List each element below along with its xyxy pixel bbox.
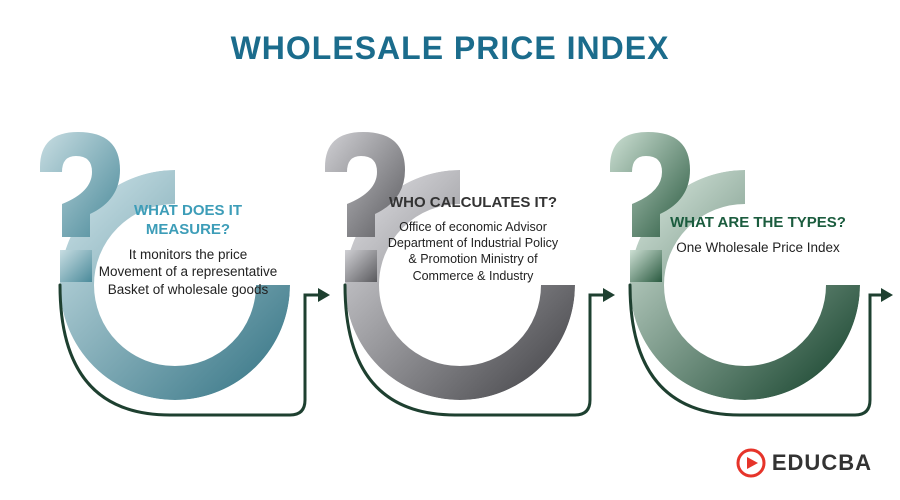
info-cell-2: WHO CALCULATES IT? Office of economic Ad… — [305, 140, 585, 420]
content-3: WHAT ARE THE TYPES? One Wholesale Price … — [668, 214, 848, 256]
logo-text: EDUCBA — [772, 450, 872, 476]
heading-1: WHAT DOES IT MEASURE? — [98, 202, 278, 240]
body-3: One Wholesale Price Index — [668, 239, 848, 257]
logo-icon — [736, 448, 766, 478]
heading-2: WHO CALCULATES IT? — [383, 194, 563, 213]
body-2: Office of economic Advisor Department of… — [383, 219, 563, 284]
info-cell-1: WHAT DOES IT MEASURE? It monitors the pr… — [20, 140, 300, 420]
content-1: WHAT DOES IT MEASURE? It monitors the pr… — [98, 202, 278, 298]
content-2: WHO CALCULATES IT? Office of economic Ad… — [383, 194, 563, 284]
page-title: WHOLESALE PRICE INDEX — [0, 0, 900, 67]
info-row: WHAT DOES IT MEASURE? It monitors the pr… — [0, 140, 900, 440]
brand-logo: EDUCBA — [736, 448, 872, 478]
info-cell-3: WHAT ARE THE TYPES? One Wholesale Price … — [590, 140, 870, 420]
body-1: It monitors the price Movement of a repr… — [98, 246, 278, 299]
question-mark-icon-3 — [590, 122, 700, 292]
heading-3: WHAT ARE THE TYPES? — [668, 214, 848, 233]
